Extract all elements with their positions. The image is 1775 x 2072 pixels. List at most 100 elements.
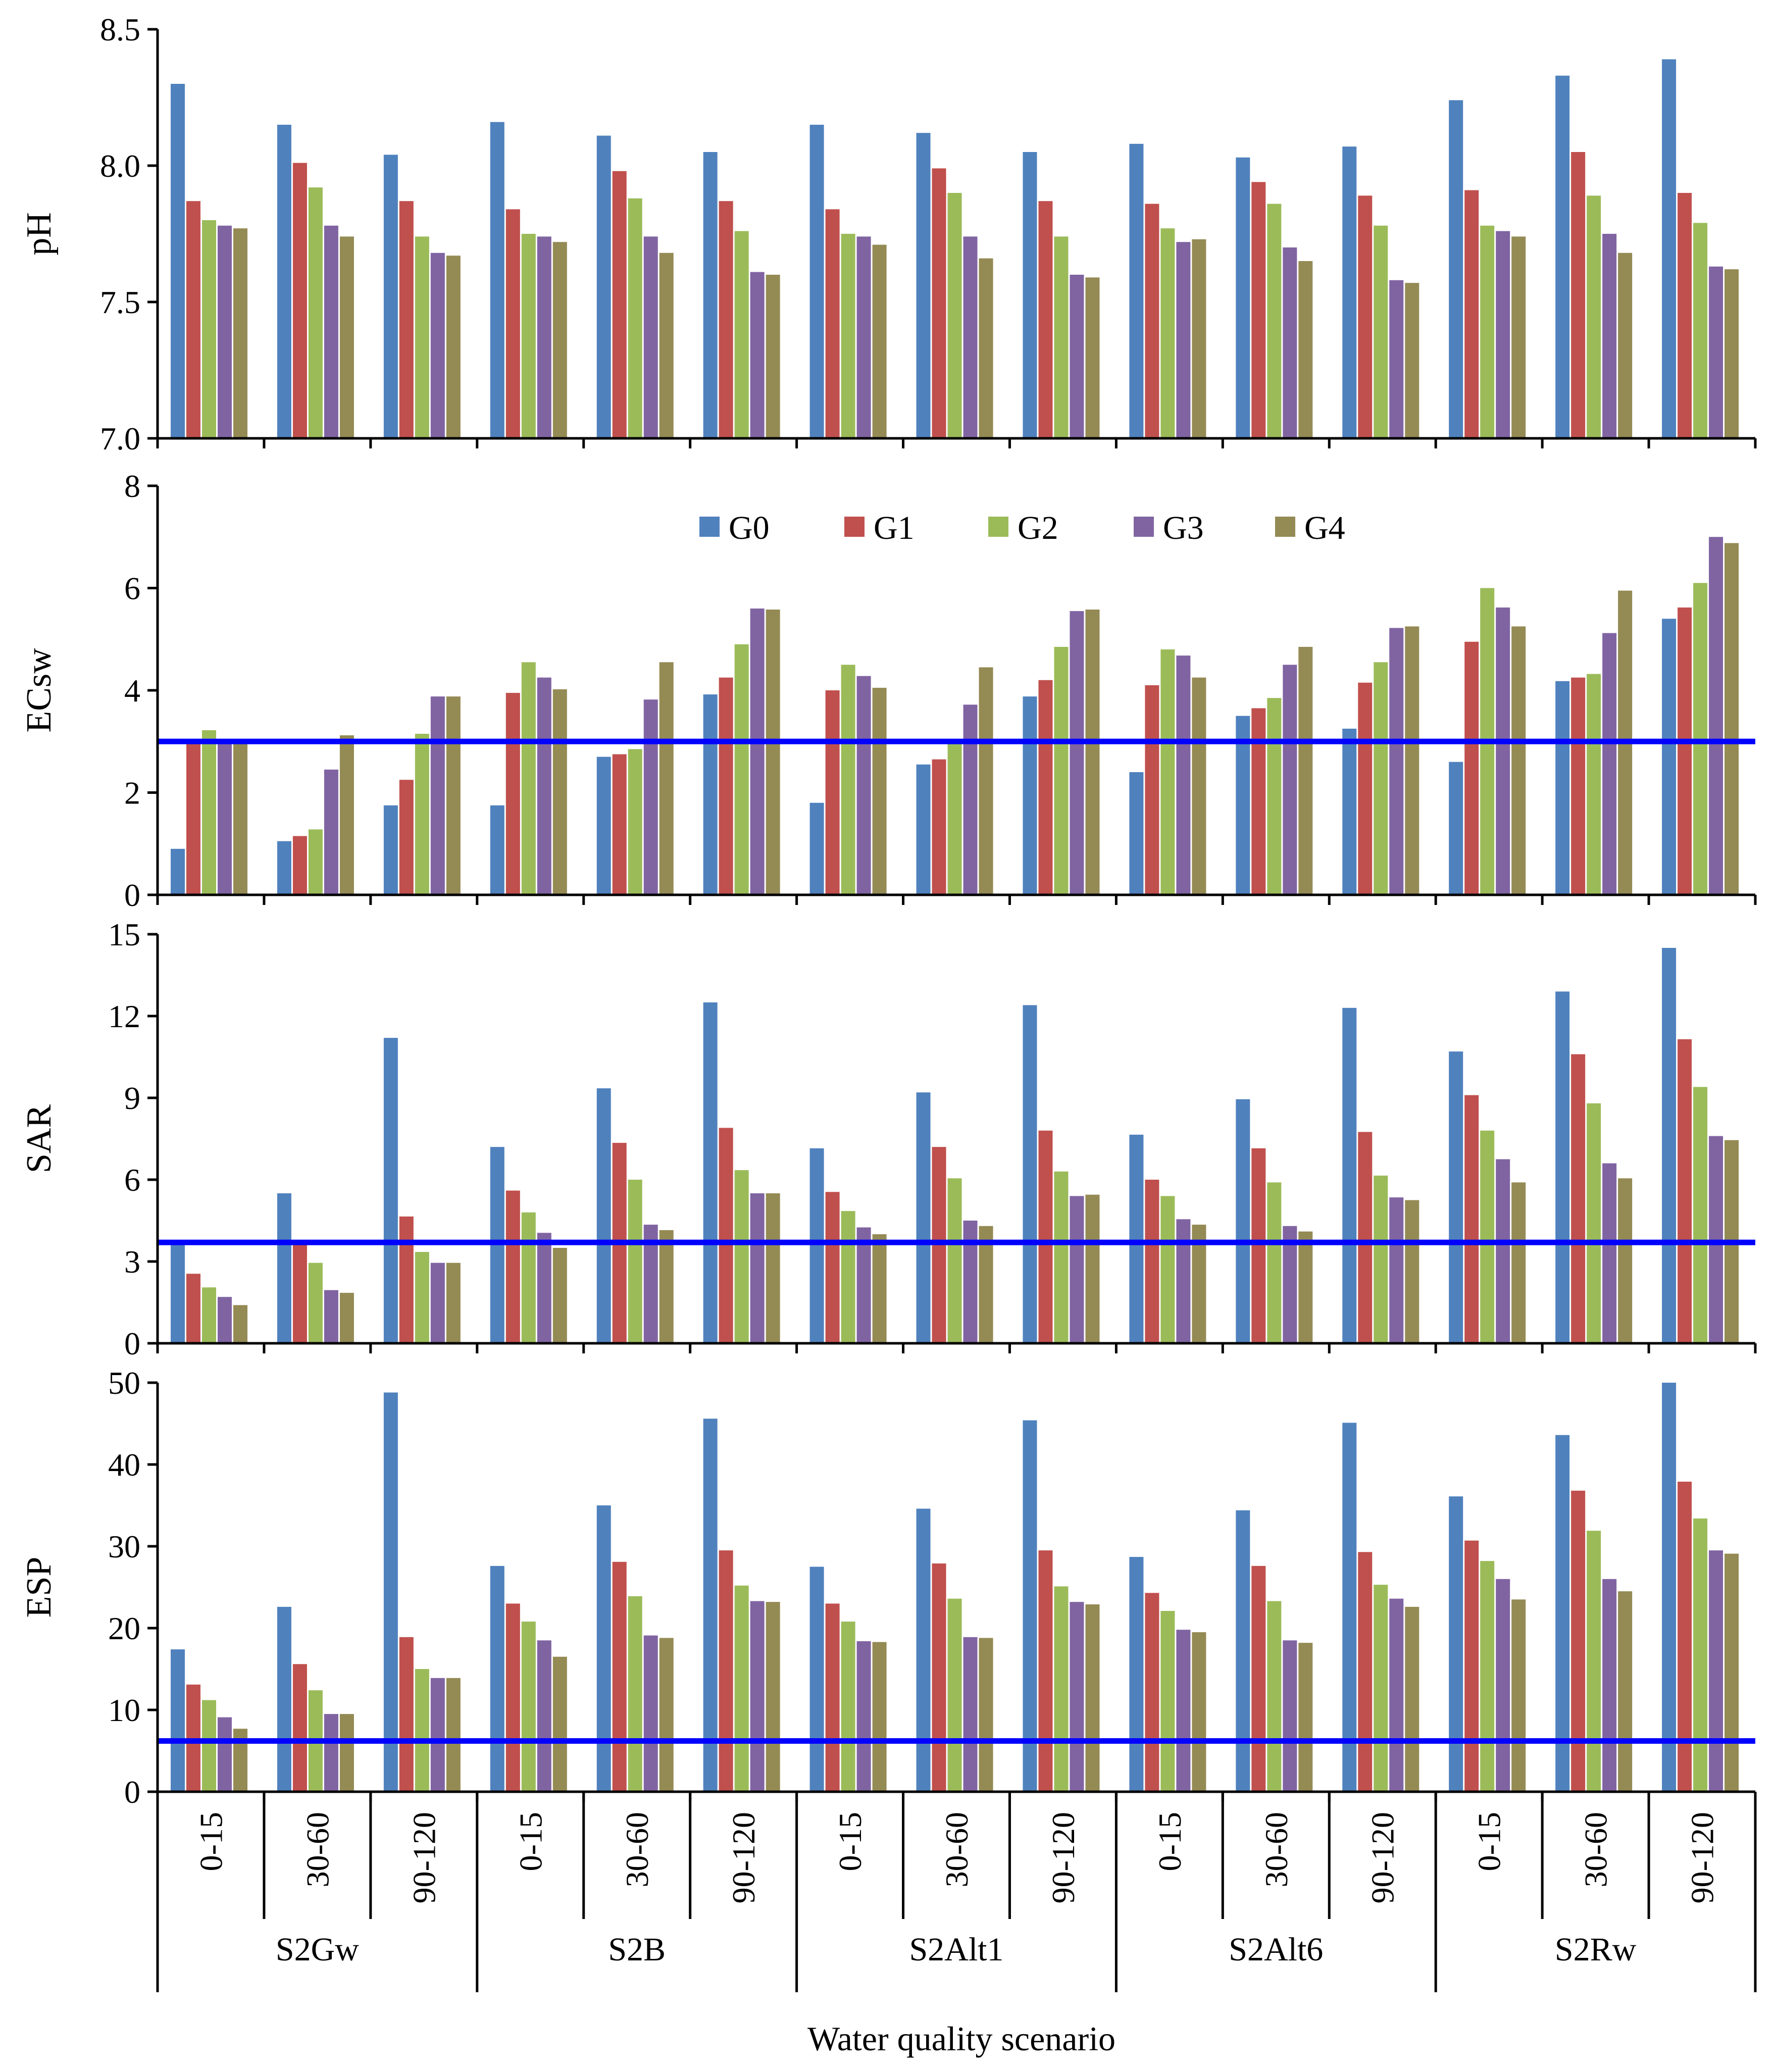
bar-ph-g3-11 bbox=[1389, 280, 1404, 438]
legend-swatch-g1 bbox=[844, 517, 865, 537]
bar-esp-g4-1 bbox=[339, 1714, 354, 1792]
bar-esp-g3-5 bbox=[750, 1601, 765, 1792]
bar-ecsw-g3-1 bbox=[324, 769, 338, 895]
bar-esp-g0-1 bbox=[277, 1606, 291, 1792]
bar-ph-g1-10 bbox=[1251, 182, 1266, 438]
scenario-label: S2Rw bbox=[1555, 1931, 1637, 1968]
bar-ph-g3-6 bbox=[856, 236, 871, 438]
bar-ecsw-g3-6 bbox=[856, 676, 871, 895]
bar-ecsw-g1-4 bbox=[612, 754, 627, 895]
depth-label: 90-120 bbox=[1365, 1812, 1401, 1903]
y-tick-label-sar: 0 bbox=[124, 1326, 140, 1361]
bar-ph-g4-1 bbox=[339, 236, 354, 438]
bar-ecsw-g2-4 bbox=[628, 749, 642, 895]
bar-ph-g1-9 bbox=[1145, 204, 1159, 438]
bar-ecsw-g2-10 bbox=[1267, 698, 1282, 895]
legend-swatch-g4 bbox=[1275, 517, 1295, 537]
legend: G0 G1 G2 G3 G4 bbox=[699, 510, 1345, 546]
bar-ecsw-g0-10 bbox=[1236, 716, 1250, 895]
y-tick-label-sar: 3 bbox=[124, 1244, 140, 1280]
bar-esp-g1-14 bbox=[1678, 1482, 1692, 1792]
y-tick-label-ph: 7.0 bbox=[100, 421, 140, 457]
bar-ph-g1-14 bbox=[1678, 193, 1692, 438]
scenario-label: S2Gw bbox=[276, 1931, 359, 1968]
bar-sar-g2-11 bbox=[1374, 1175, 1388, 1343]
bar-esp-g3-0 bbox=[218, 1717, 232, 1792]
bar-ph-g1-7 bbox=[932, 168, 946, 438]
bar-sar-g1-8 bbox=[1038, 1130, 1053, 1343]
bar-esp-g2-6 bbox=[841, 1622, 855, 1792]
bar-ph-g3-9 bbox=[1176, 242, 1191, 438]
legend-label-g3: G3 bbox=[1163, 510, 1204, 546]
bar-ecsw-g3-12 bbox=[1496, 607, 1510, 895]
bar-esp-g0-9 bbox=[1129, 1557, 1144, 1792]
bar-sar-g3-10 bbox=[1283, 1226, 1297, 1343]
bar-ph-g2-4 bbox=[628, 198, 642, 438]
y-tick-label-sar: 6 bbox=[124, 1162, 140, 1198]
legend-label-g1: G1 bbox=[874, 510, 915, 546]
y-tick-label-esp: 10 bbox=[108, 1692, 140, 1728]
y-tick-label-ecsw: 6 bbox=[124, 571, 140, 607]
bar-sar-g2-8 bbox=[1054, 1171, 1069, 1343]
depth-label: 30-60 bbox=[1258, 1812, 1294, 1887]
bar-ph-g2-11 bbox=[1374, 225, 1388, 438]
bar-esp-g2-9 bbox=[1160, 1610, 1175, 1792]
bar-ph-g1-3 bbox=[505, 209, 520, 438]
bar-sar-g3-5 bbox=[750, 1193, 765, 1343]
bar-sar-g2-9 bbox=[1160, 1196, 1175, 1343]
bar-ecsw-g2-6 bbox=[841, 665, 855, 895]
bar-sar-g2-0 bbox=[202, 1287, 216, 1343]
bar-ecsw-g2-11 bbox=[1374, 662, 1388, 895]
bar-esp-g3-4 bbox=[643, 1635, 658, 1792]
bar-ecsw-g4-11 bbox=[1405, 626, 1419, 895]
y-tick-label-ph: 8.0 bbox=[100, 148, 140, 184]
depth-label: 0-15 bbox=[832, 1812, 868, 1871]
bar-ph-g0-0 bbox=[171, 84, 185, 438]
bar-sar-g0-14 bbox=[1662, 948, 1677, 1343]
bar-sar-g4-2 bbox=[446, 1262, 461, 1343]
y-axis-label-ph: pH bbox=[20, 212, 59, 256]
bar-esp-g3-2 bbox=[430, 1678, 445, 1792]
bar-ph-g0-8 bbox=[1023, 152, 1037, 438]
bar-esp-g4-11 bbox=[1405, 1606, 1419, 1792]
bar-ecsw-g1-9 bbox=[1145, 685, 1159, 895]
bar-ecsw-g3-9 bbox=[1176, 655, 1191, 895]
bar-esp-g0-7 bbox=[916, 1508, 931, 1792]
bar-ph-g3-12 bbox=[1496, 231, 1510, 438]
bar-ecsw-g0-7 bbox=[916, 764, 931, 895]
scenario-label: S2B bbox=[608, 1931, 666, 1968]
bar-ph-g4-13 bbox=[1618, 252, 1633, 438]
bar-ecsw-g0-14 bbox=[1662, 619, 1677, 895]
bar-esp-g4-14 bbox=[1725, 1553, 1739, 1792]
bar-esp-g3-3 bbox=[537, 1640, 551, 1792]
bar-ecsw-g3-8 bbox=[1070, 611, 1084, 895]
bar-ecsw-g2-0 bbox=[202, 730, 216, 895]
bar-sar-g2-1 bbox=[308, 1262, 323, 1343]
bar-esp-g2-4 bbox=[628, 1596, 642, 1792]
bar-esp-g1-2 bbox=[399, 1637, 414, 1792]
bar-sar-g4-5 bbox=[766, 1193, 780, 1343]
bar-ecsw-g3-7 bbox=[963, 704, 978, 895]
bar-sar-g3-9 bbox=[1176, 1219, 1191, 1343]
bar-ph-g3-4 bbox=[643, 236, 658, 438]
bar-ecsw-g1-11 bbox=[1358, 682, 1373, 895]
bar-ph-g1-5 bbox=[719, 201, 733, 438]
depth-label: 90-120 bbox=[726, 1812, 762, 1903]
y-tick-label-ph: 7.5 bbox=[100, 284, 140, 320]
bar-esp-g1-9 bbox=[1145, 1593, 1159, 1792]
bar-ecsw-g4-12 bbox=[1511, 626, 1526, 895]
bar-ph-g4-2 bbox=[446, 256, 461, 438]
bar-ecsw-g0-13 bbox=[1555, 681, 1570, 895]
bar-ph-g0-12 bbox=[1449, 100, 1463, 438]
bar-ecsw-g1-6 bbox=[825, 690, 840, 895]
bar-esp-g2-8 bbox=[1054, 1586, 1069, 1792]
depth-label: 0-15 bbox=[1472, 1812, 1507, 1871]
bar-ecsw-g2-2 bbox=[415, 734, 429, 895]
bar-esp-g1-0 bbox=[186, 1684, 200, 1792]
bar-esp-g4-2 bbox=[446, 1678, 461, 1792]
bar-ph-g1-4 bbox=[612, 171, 627, 438]
bar-ph-g4-12 bbox=[1511, 236, 1526, 438]
bar-ph-g4-4 bbox=[659, 252, 674, 438]
bar-ecsw-g0-9 bbox=[1129, 772, 1144, 895]
legend-swatch-g3 bbox=[1134, 517, 1154, 537]
